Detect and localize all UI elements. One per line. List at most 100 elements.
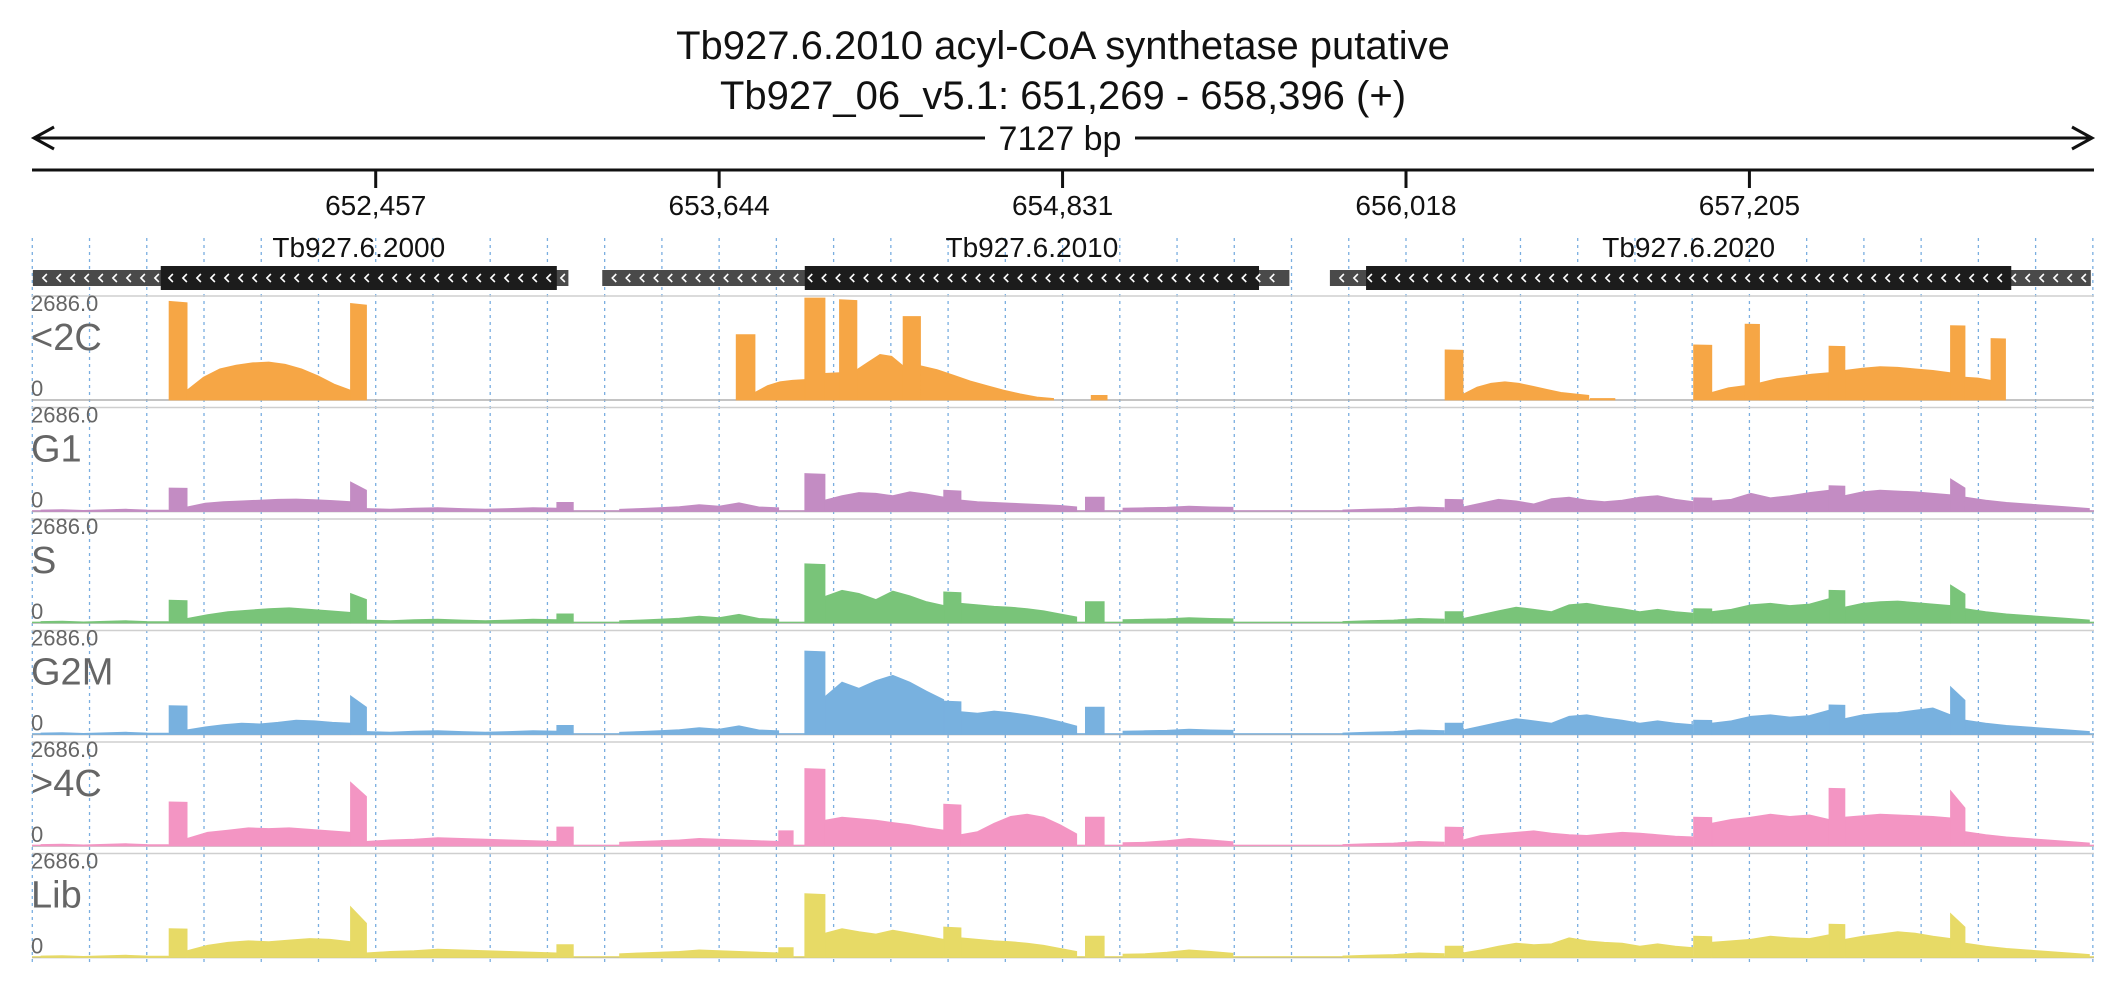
coverage-block bbox=[960, 602, 1078, 624]
coverage-block bbox=[1990, 338, 2006, 401]
coverage-block bbox=[1744, 323, 1760, 401]
track-label: G1 bbox=[31, 429, 82, 471]
chart-title: Tb927.6.2010 acyl-CoA synthetase putativ… bbox=[676, 24, 1450, 68]
coverage-block bbox=[960, 499, 1078, 512]
coverage-block bbox=[366, 837, 558, 847]
coverage-block bbox=[366, 507, 558, 512]
coverage-block bbox=[1828, 923, 1846, 958]
coverage-track: 2686.0 0 G2M bbox=[31, 626, 2094, 736]
coverage-block bbox=[1342, 840, 1445, 847]
coverage-block bbox=[168, 487, 188, 512]
coverage-block bbox=[168, 599, 188, 624]
coverage-block bbox=[350, 303, 367, 401]
y-min-label: 0 bbox=[31, 934, 43, 959]
coverage-block bbox=[1844, 600, 1951, 624]
coverage-block bbox=[1711, 813, 1830, 847]
coverage-block bbox=[735, 334, 756, 401]
coverage-block bbox=[943, 803, 962, 847]
span-label: 7127 bp bbox=[999, 120, 1122, 158]
coverage-block bbox=[40, 620, 169, 624]
coverage-block bbox=[1462, 714, 1694, 735]
coverage-block bbox=[839, 299, 858, 401]
coverage-block bbox=[1711, 934, 1830, 958]
coverage-block bbox=[1444, 826, 1464, 847]
coverage-block bbox=[186, 607, 351, 624]
coverage-block bbox=[186, 827, 351, 847]
coverage-block bbox=[778, 947, 794, 958]
y-max-label: 2686.0 bbox=[31, 291, 98, 316]
gene-label: Tb927.6.2010 bbox=[945, 232, 1118, 263]
coverage-block bbox=[40, 843, 169, 847]
coverage-block bbox=[40, 508, 169, 512]
strand-chevrons bbox=[41, 273, 566, 283]
x-tick-label: 652,457 bbox=[325, 190, 426, 221]
coverage-block bbox=[350, 781, 367, 847]
coverage-block bbox=[1090, 395, 1108, 401]
coverage-block bbox=[824, 491, 945, 512]
coverage-block bbox=[350, 695, 367, 735]
coverage-block bbox=[1589, 398, 1616, 401]
coverage-block bbox=[168, 928, 188, 958]
strand-chevrons bbox=[611, 273, 1275, 283]
y-max-label: 2686.0 bbox=[31, 626, 98, 651]
coverage-block bbox=[350, 481, 367, 512]
coverage-block bbox=[1711, 709, 1830, 735]
coverage-block bbox=[1462, 830, 1694, 847]
coverage-block bbox=[366, 618, 558, 624]
coverage-block bbox=[1964, 376, 1992, 401]
coverage-block bbox=[960, 710, 1078, 735]
coverage-block bbox=[943, 489, 962, 512]
coverage-block bbox=[186, 361, 351, 401]
coverage-block bbox=[1342, 617, 1445, 624]
track-label: S bbox=[31, 540, 56, 582]
coverage-block bbox=[824, 589, 945, 624]
coverage-block bbox=[1828, 787, 1846, 847]
coverage-block bbox=[556, 725, 574, 735]
coverage-block bbox=[943, 700, 962, 735]
coverage-block bbox=[943, 926, 962, 958]
coverage-block bbox=[1693, 816, 1713, 847]
coverage-block bbox=[1828, 589, 1846, 624]
y-min-label: 0 bbox=[31, 822, 43, 847]
coverage-block bbox=[1444, 611, 1464, 624]
coverage-block bbox=[186, 498, 351, 512]
y-max-label: 2686.0 bbox=[31, 403, 98, 428]
coverage-block bbox=[1844, 366, 1951, 401]
coverage-block bbox=[1122, 837, 1234, 847]
coverage-block bbox=[1122, 505, 1234, 512]
coverage-track: 2686.0 0 Lib bbox=[31, 849, 2094, 959]
coverage-block bbox=[1950, 584, 1966, 624]
strand-chevrons bbox=[1338, 273, 2087, 283]
gene-cds-box bbox=[160, 266, 557, 290]
coverage-block bbox=[1844, 707, 1951, 735]
coverage-block bbox=[1759, 372, 1830, 401]
y-min-label: 0 bbox=[31, 376, 43, 401]
coverage-block bbox=[824, 674, 945, 735]
coverage-block bbox=[1444, 722, 1464, 735]
gene-label: Tb927.6.2020 bbox=[1602, 232, 1775, 263]
coverage-block bbox=[1462, 602, 1694, 624]
x-tick-label: 653,644 bbox=[669, 190, 770, 221]
coverage-block bbox=[366, 730, 558, 735]
coverage-block bbox=[804, 563, 826, 624]
coverage-block bbox=[1342, 729, 1445, 735]
coverage-block bbox=[1342, 506, 1445, 512]
coverage-block bbox=[1844, 489, 1951, 512]
coverage-block bbox=[1462, 495, 1694, 512]
coverage-block bbox=[1085, 601, 1105, 624]
gene-model: Tb927.6.2000 bbox=[32, 232, 569, 290]
coverage-block bbox=[1693, 935, 1713, 958]
coverage-block bbox=[619, 613, 780, 624]
coverage-block bbox=[556, 613, 574, 624]
coverage-block bbox=[943, 591, 962, 624]
coverage-block bbox=[1828, 704, 1846, 735]
coverage-block bbox=[1828, 485, 1846, 512]
coverage-block bbox=[1342, 952, 1445, 958]
coverage-block bbox=[168, 300, 188, 401]
gene-model: Tb927.6.2020 bbox=[1329, 232, 2091, 290]
track-label: >4C bbox=[31, 763, 102, 805]
coverage-block bbox=[556, 826, 574, 847]
coverage-block bbox=[1462, 381, 1590, 401]
